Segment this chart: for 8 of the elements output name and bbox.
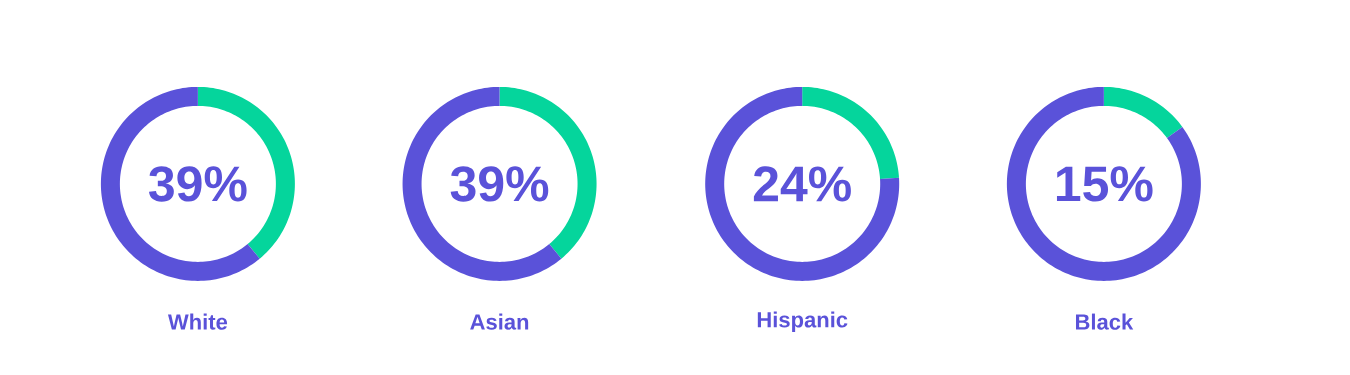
text: Hispanic [757,311,848,332]
text: Black [1075,313,1134,330]
text: White [167,313,228,330]
text: 39% [450,166,549,202]
text: 39% [149,166,247,202]
text: Asian [470,313,529,330]
text: 15% [1056,166,1153,202]
text: 24% [753,166,851,202]
